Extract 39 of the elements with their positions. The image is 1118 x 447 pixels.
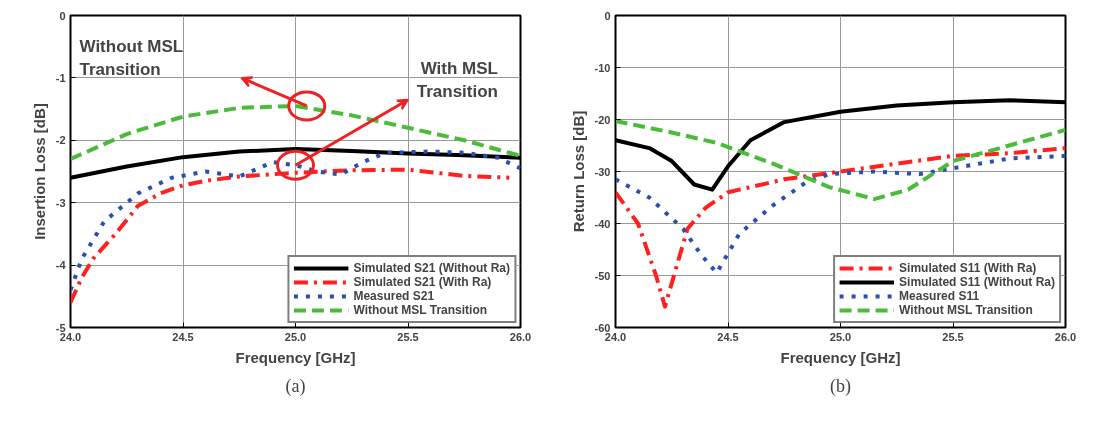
text: (b) bbox=[830, 375, 852, 397]
x-tick-label: 25.0 bbox=[284, 330, 307, 343]
x-tick-label: 26.0 bbox=[1054, 330, 1077, 343]
y-axis-title: Return Loss [dB] bbox=[569, 110, 587, 233]
x-tick-label: 25.0 bbox=[829, 330, 852, 343]
line-series bbox=[70, 149, 521, 293]
y-tick-label: -40 bbox=[594, 217, 611, 230]
text: (a) bbox=[285, 375, 306, 397]
x-tick-label: 24.5 bbox=[172, 330, 194, 343]
y-tick-label: -10 bbox=[594, 61, 611, 74]
line-series bbox=[615, 119, 1066, 202]
y-axis-title: Insertion Loss [dB] bbox=[30, 103, 48, 240]
legend-label: Without MSL Transition bbox=[353, 303, 488, 317]
y-tick-label: -1 bbox=[55, 71, 66, 84]
line-series bbox=[70, 103, 521, 162]
annotation: With MSL Transition bbox=[416, 59, 499, 101]
annotation: Without MSL Transition bbox=[79, 37, 184, 80]
legend-label: Measured S21 bbox=[353, 289, 435, 303]
y-tick-label: -30 bbox=[594, 165, 611, 178]
y-tick-label: -3 bbox=[55, 196, 66, 209]
legend-label: Simulated S21 (Without Ra) bbox=[353, 261, 510, 275]
legend-label: Simulated S11 (With Ra) bbox=[899, 261, 1037, 275]
x-tick-label: 25.5 bbox=[942, 330, 964, 343]
x-tick-label: 25.5 bbox=[397, 330, 419, 343]
legend-label: Simulated S11 (Without Ra) bbox=[899, 275, 1055, 289]
x-tick-label: 26.0 bbox=[509, 330, 532, 343]
y-tick-label: -20 bbox=[594, 113, 611, 126]
x-tick-label: 24.5 bbox=[717, 330, 739, 343]
y-tick-label: -4 bbox=[55, 259, 67, 272]
legend-label: Simulated S21 (With Ra) bbox=[353, 275, 492, 289]
legend-label: Without MSL Transition bbox=[899, 303, 1033, 317]
y-tick-label: -2 bbox=[55, 134, 66, 147]
y-tick-label: 0 bbox=[604, 9, 611, 22]
legend-label: Measured S11 bbox=[899, 289, 980, 303]
x-axis-title: Frequency [GHz] bbox=[780, 348, 901, 366]
y-tick-label: -50 bbox=[594, 269, 611, 282]
line-series bbox=[70, 167, 512, 305]
y-tick-label: 0 bbox=[59, 9, 66, 22]
x-axis-title: Frequency [GHz] bbox=[235, 348, 356, 366]
